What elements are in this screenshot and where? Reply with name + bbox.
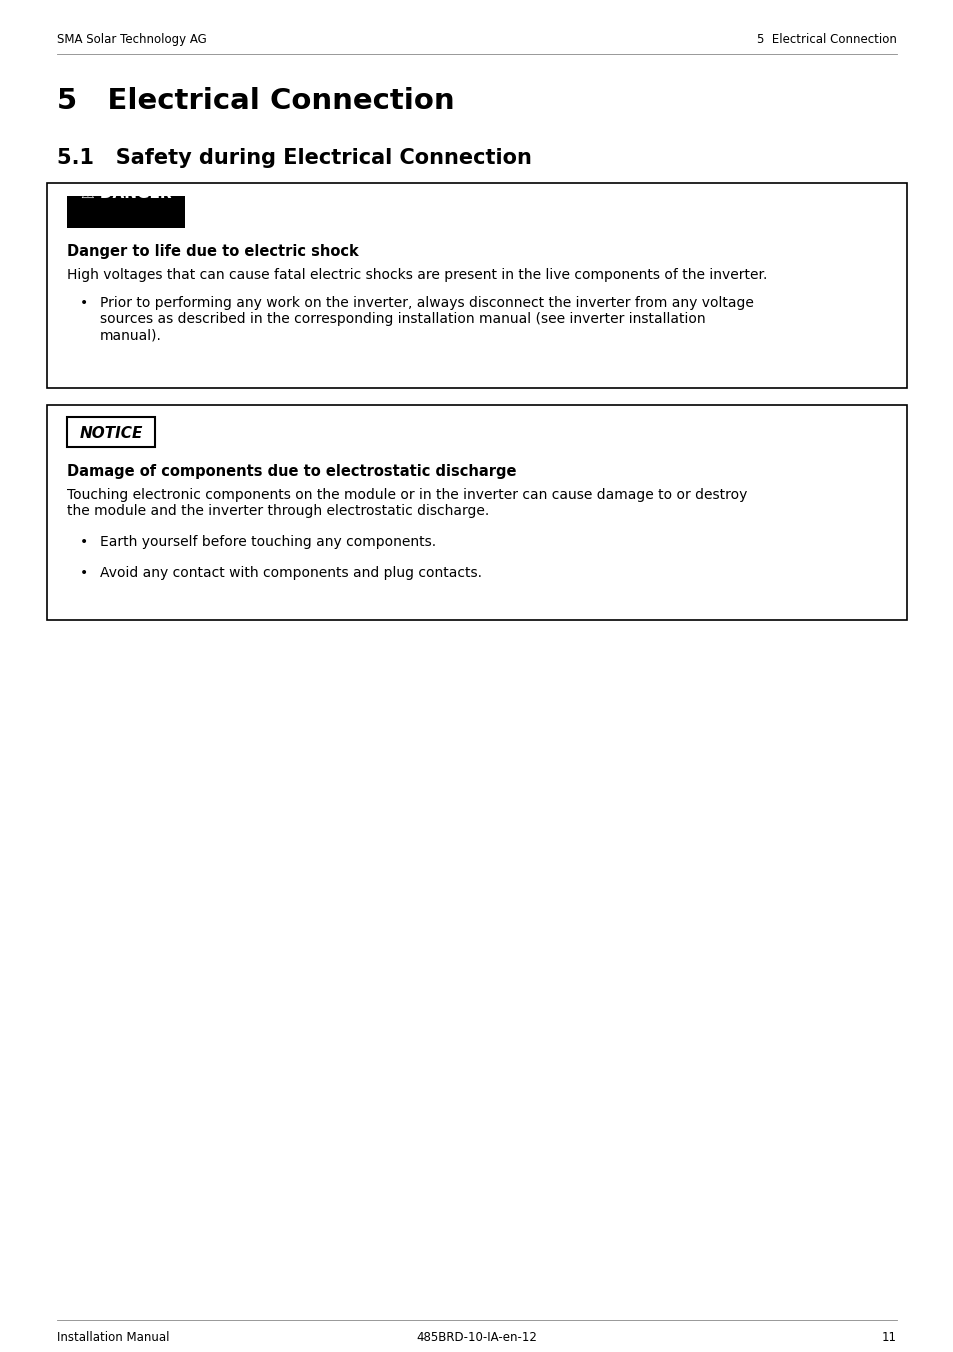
Text: •: •: [80, 296, 89, 310]
Text: High voltages that can cause fatal electric shocks are present in the live compo: High voltages that can cause fatal elect…: [67, 268, 766, 283]
Text: 5   Electrical Connection: 5 Electrical Connection: [57, 87, 455, 115]
Text: Installation Manual: Installation Manual: [57, 1330, 170, 1344]
Bar: [47, 406, 906, 621]
Bar: [47, 183, 906, 388]
Text: SMA Solar Technology AG: SMA Solar Technology AG: [57, 32, 207, 46]
Bar: [67, 416, 154, 448]
Text: Damage of components due to electrostatic discharge: Damage of components due to electrostati…: [67, 464, 516, 479]
Bar: [67, 196, 185, 228]
Text: Touching electronic components on the module or in the inverter can cause damage: Touching electronic components on the mo…: [67, 488, 746, 518]
Text: 5.1   Safety during Electrical Connection: 5.1 Safety during Electrical Connection: [57, 147, 532, 168]
Text: •: •: [80, 566, 89, 580]
Text: 485BRD-10-IA-en-12: 485BRD-10-IA-en-12: [416, 1330, 537, 1344]
Text: Avoid any contact with components and plug contacts.: Avoid any contact with components and pl…: [100, 566, 481, 580]
Text: •: •: [80, 535, 89, 549]
Text: 11: 11: [882, 1330, 896, 1344]
Text: Earth yourself before touching any components.: Earth yourself before touching any compo…: [100, 535, 436, 549]
Text: NOTICE: NOTICE: [79, 426, 143, 441]
Text: 5  Electrical Connection: 5 Electrical Connection: [757, 32, 896, 46]
Text: Danger to life due to electric shock: Danger to life due to electric shock: [67, 243, 358, 260]
Text: ⚠ DANGER: ⚠ DANGER: [81, 185, 172, 201]
Text: Prior to performing any work on the inverter, always disconnect the inverter fro: Prior to performing any work on the inve…: [100, 296, 753, 342]
